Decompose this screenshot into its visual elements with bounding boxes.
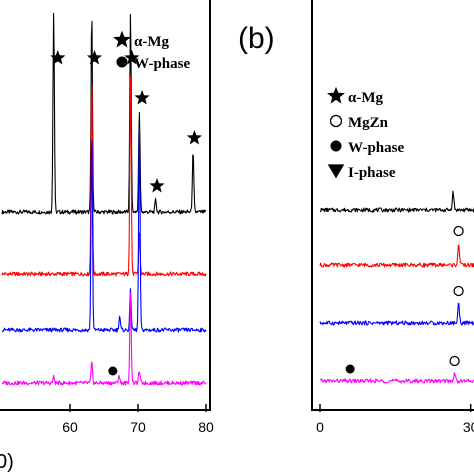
panel-a-legend-dot-icon [116,56,128,68]
panel-b-legend-label-3: W-phase [348,140,404,156]
panel-a-marker-star-4 [134,90,150,105]
panel-b-marker-dot-6 [345,364,355,374]
panel-b-legend-dot-icon [330,140,342,152]
panel-b-marker-circle-open-7 [449,355,460,367]
panel-a-x-axis: 60 70 80 [62,404,214,435]
panel-a-legend-label-1: α-Mg [134,34,170,50]
panel-b-legend-label-2: MgZn [348,115,389,131]
panel-b-annotations [345,225,464,374]
panel-b-series-4 [319,372,474,384]
panel-b: (b) 0 30 α-Mg MgZn W-phase I-phase [238,0,474,435]
panel-b-x-axis: 0 30 [316,404,474,435]
panel-b-legend-label-4: I-phase [348,165,396,181]
panel-a-tick-label-70: 70 [130,419,146,435]
panel-a-tick-label-60: 60 [62,419,78,435]
panel-b-series [319,190,474,384]
panel-a: 60 70 80 α-Mg W-phase [0,0,214,435]
panel-a-series-2 [1,76,207,277]
panel-a-series-3 [1,127,207,333]
panel-b-legend: α-Mg MgZn W-phase I-phase [327,86,404,181]
panel-b-label: (b) [238,22,275,55]
panel-a-annotations [50,50,202,376]
panel-b-legend-label-1: α-Mg [348,90,384,106]
panel-a-marker-star-2 [86,50,103,65]
panel-a-marker-star-3 [124,50,140,65]
panel-b-series-1 [319,190,474,213]
panel-b-series-2 [319,244,474,268]
x-axis-label-fragment: 0) [0,451,14,473]
panel-b-legend-star-icon [327,86,345,104]
panel-b-frame [311,0,474,411]
panel-a-marker-star-5 [149,178,165,193]
panel-b-marker-circle-open-2 [453,225,464,237]
panel-a-series-4 [1,292,206,386]
panel-b-marker-circle-open-4 [453,285,464,297]
panel-b-legend-circle-open-icon [329,114,343,128]
panel-a-marker-star-6 [186,130,202,145]
panel-a-legend: α-Mg W-phase [113,30,190,72]
panel-a-marker-star-1 [50,50,66,65]
panel-a-tick-label-80: 80 [198,419,214,435]
panel-a-marker-dot-7 [108,366,118,376]
panel-a-series [1,12,207,386]
panel-b-legend-triangle-down-icon [327,164,345,179]
panel-b-tick-label-0: 0 [316,419,324,435]
panel-b-tick-label-30: 30 [463,419,474,435]
panel-b-series-3 [319,302,474,326]
panel-a-legend-star-icon [113,30,131,48]
panel-a-legend-label-2: W-phase [134,56,190,72]
panel-a-frame [0,0,211,411]
panel-a-series-1 [1,12,207,215]
